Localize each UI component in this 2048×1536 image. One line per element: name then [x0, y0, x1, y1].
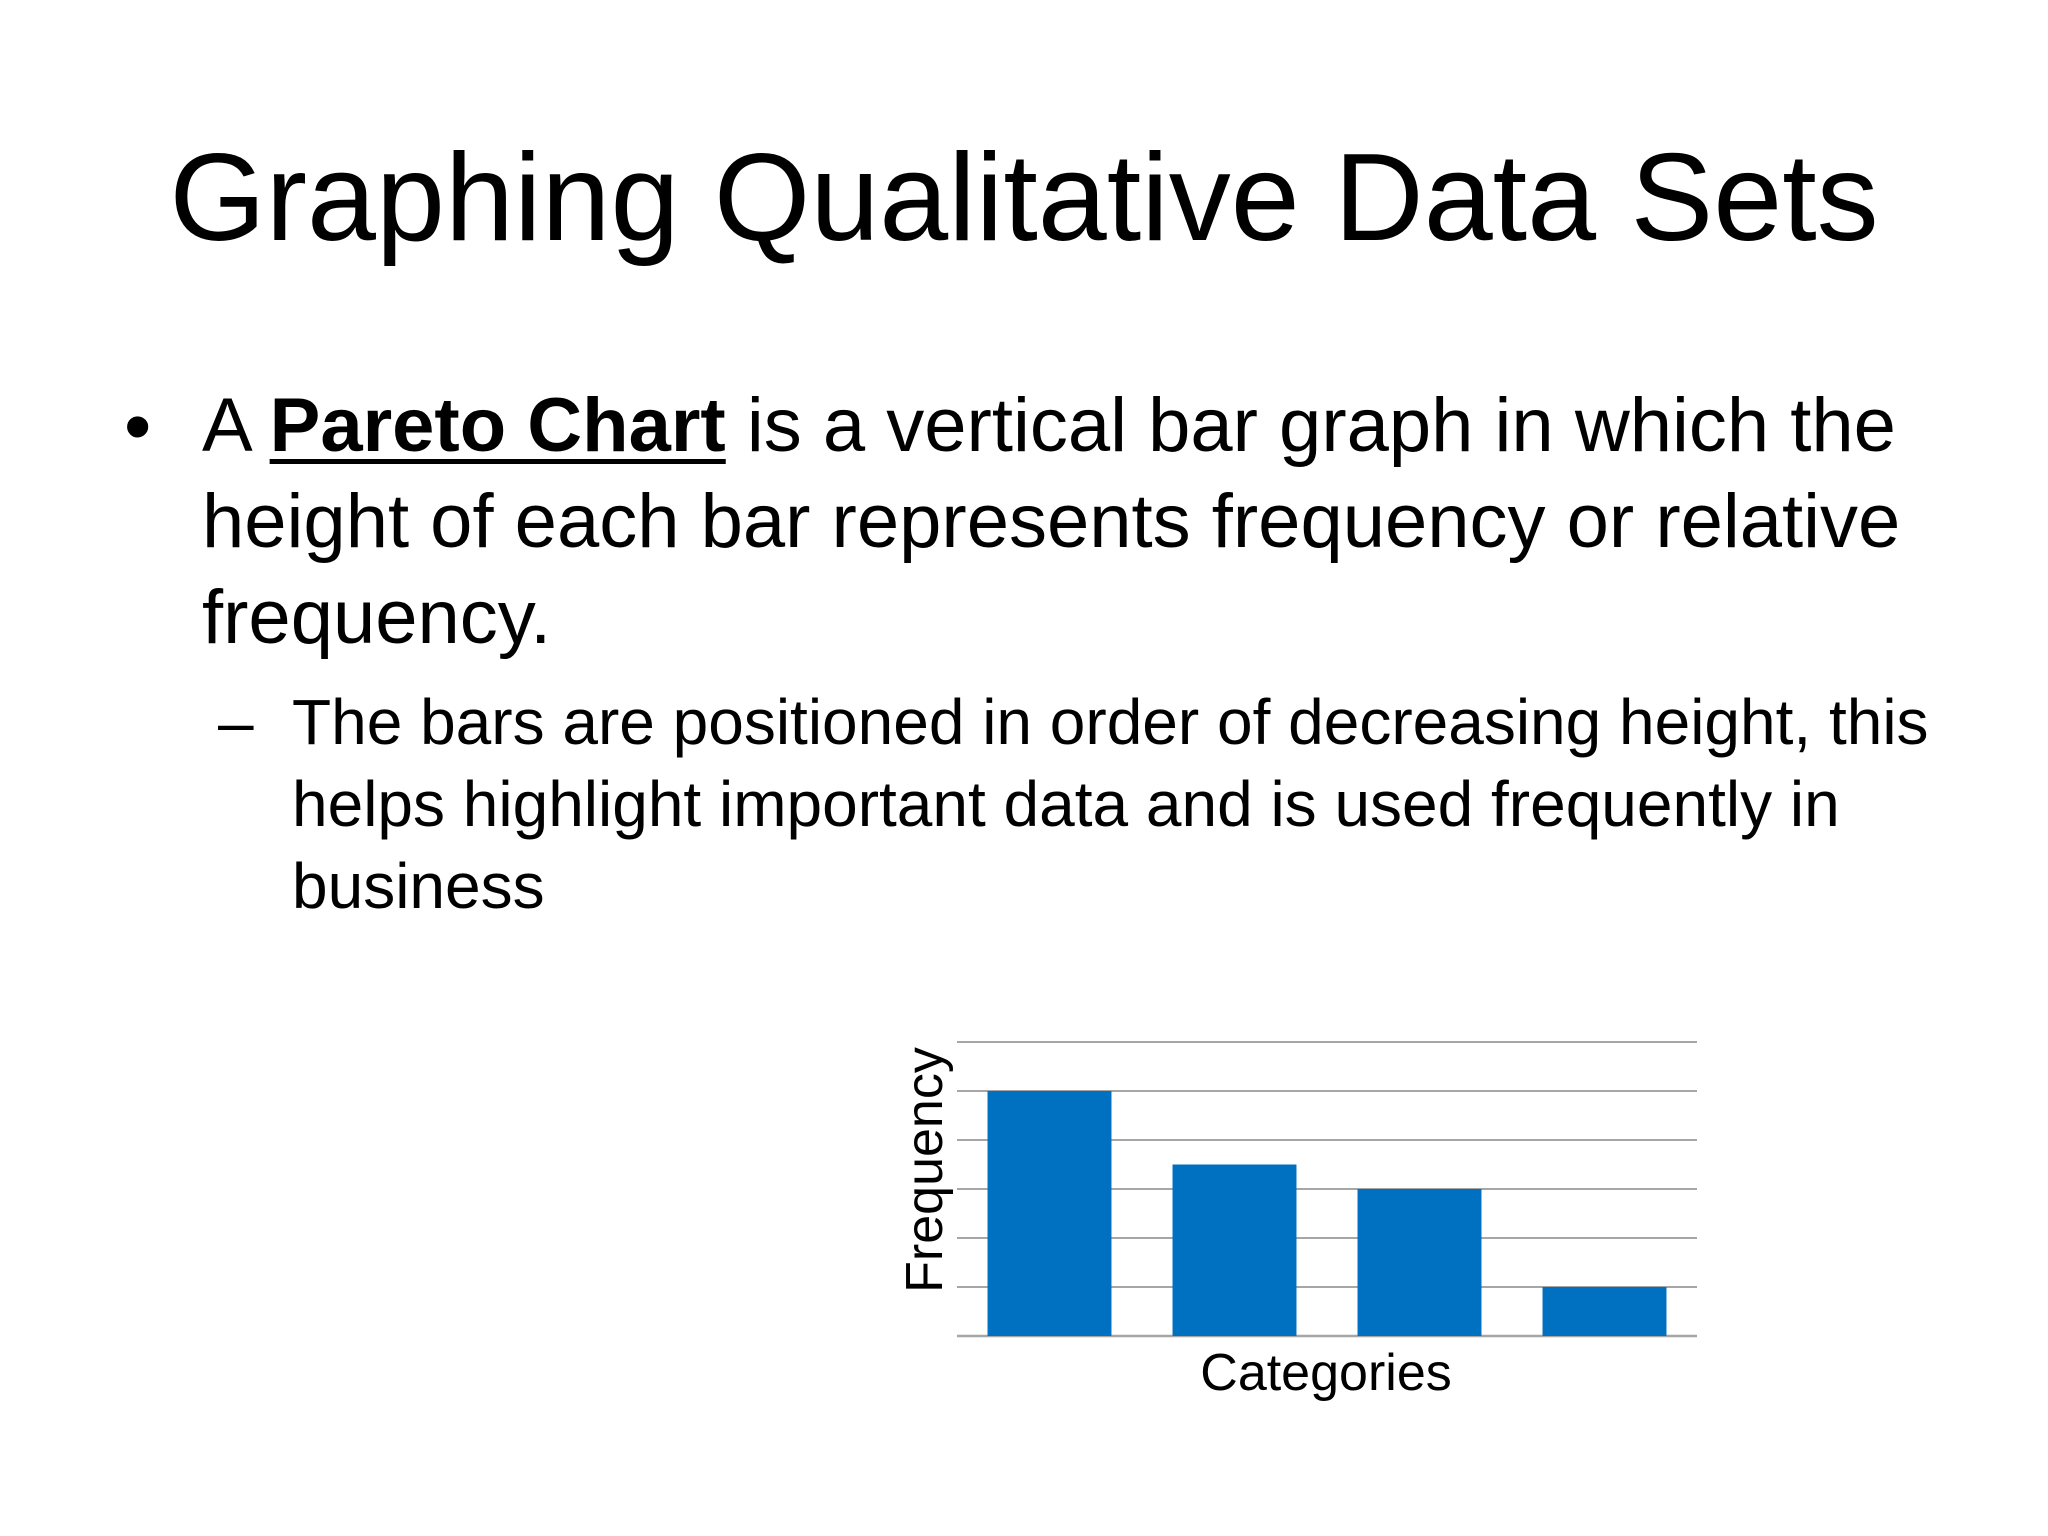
sub-bullet-symbol: – [218, 686, 254, 758]
pareto-chart-svg: Frequency Categories [896, 1041, 1697, 1402]
bar-4 [1542, 1287, 1667, 1336]
bullet-term: Pareto Chart [269, 383, 726, 468]
y-axis-label: Frequency [896, 1047, 954, 1293]
slide-title: Graphing Qualitative Data Sets [169, 129, 1879, 267]
bar-1 [987, 1091, 1112, 1336]
bullet-suffix: is a vertical bar graph in which the hei… [202, 383, 1901, 660]
pareto-chart: Frequency Categories [880, 1020, 1740, 1420]
bullet-symbol: • [124, 382, 152, 470]
bullet-text: A Pareto Chart is a vertical bar graph i… [202, 378, 1922, 666]
x-axis-label: Categories [1200, 1344, 1451, 1402]
bullet-prefix: A [202, 383, 270, 468]
sub-bullet-text: The bars are positioned in order of decr… [292, 686, 1929, 922]
bar-3 [1357, 1189, 1482, 1336]
chart-bars [987, 1091, 1667, 1336]
bar-2 [1172, 1164, 1297, 1336]
